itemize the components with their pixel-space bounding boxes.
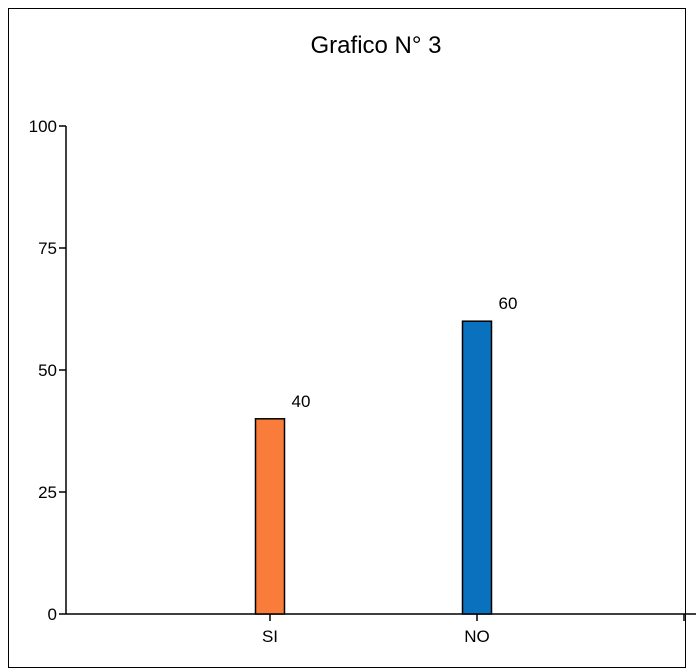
bar-no: [461, 320, 493, 615]
x-tick-label: SI: [262, 627, 278, 646]
bar-si: [254, 418, 286, 615]
x-tick-label: NO: [464, 627, 490, 646]
chart: Grafico N° 3 0 25 50 75 100 40 60 SI NO: [29, 32, 696, 646]
bar-value-label: 40: [292, 392, 311, 411]
y-tick-label: 0: [48, 605, 57, 624]
x-ticks: SI NO: [262, 614, 685, 646]
chart-frame: [8, 8, 686, 668]
chart-title: Grafico N° 3: [311, 32, 442, 59]
y-tick-label: 50: [38, 361, 57, 380]
bar-value-label: 60: [499, 294, 518, 313]
y-ticks: 0 25 50 75 100: [29, 117, 66, 624]
y-tick-label: 25: [38, 483, 57, 502]
y-tick-label: 100: [29, 117, 57, 136]
y-tick-label: 75: [38, 239, 57, 258]
bars: 40 60: [254, 294, 518, 615]
